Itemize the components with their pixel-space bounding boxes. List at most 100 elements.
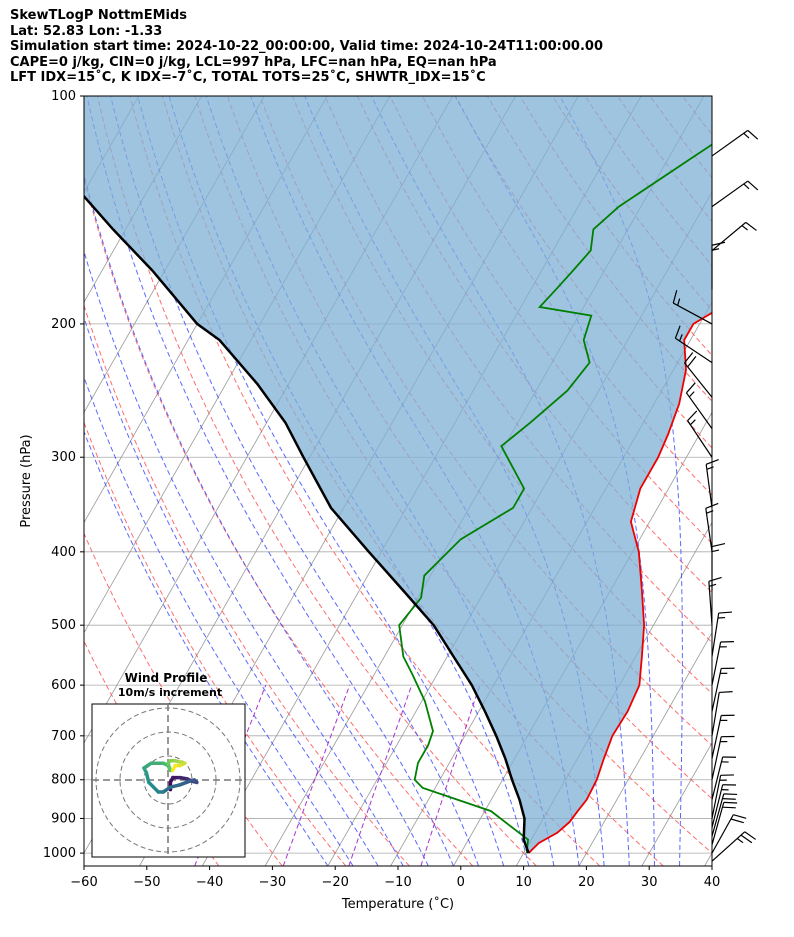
x-tick-label: 0	[457, 875, 465, 890]
wind-barb	[711, 774, 734, 819]
wind-barb-flag	[745, 221, 757, 231]
wind-barb-shaft	[711, 129, 749, 157]
wind-barb-flag	[730, 818, 744, 824]
dry-adiabat	[715, 96, 794, 866]
wind-barb-shaft	[685, 392, 713, 429]
chart-header: SkewTLogP NottmEMids Lat: 52.83 Lon: -1.…	[10, 8, 603, 86]
y-tick-label: 200	[51, 317, 76, 332]
y-tick-label: 700	[51, 729, 76, 744]
wind-barb	[674, 325, 713, 364]
wind-barb	[711, 784, 737, 828]
x-tick-label: 10	[515, 875, 532, 890]
y-tick-label: 900	[51, 811, 76, 826]
wind-barb-shaft	[705, 464, 713, 508]
wind-barb	[711, 180, 759, 208]
parcel-line	[84, 194, 530, 854]
moist-adiabat	[137, 96, 505, 866]
wind-barb-shaft	[711, 612, 720, 657]
moist-adiabat	[110, 96, 480, 866]
wind-barb-flag	[733, 814, 747, 819]
wind-barb-shaft	[711, 736, 722, 780]
y-tick-label: 500	[51, 618, 76, 633]
chart-title: SkewTLogP NottmEMids	[10, 8, 188, 23]
wind-barb-shaft	[708, 581, 713, 626]
dry-adiabat	[96, 96, 537, 866]
y-tick-label: 600	[51, 678, 76, 693]
dry-adiabat	[84, 304, 410, 866]
x-axis-label: Temperature (˚C)	[341, 896, 454, 912]
wind-barb	[711, 814, 747, 854]
wind-barb-flag	[747, 180, 759, 191]
cape-cin-fill	[84, 96, 712, 854]
temperature-line	[527, 311, 712, 854]
mixing-ratio-line	[282, 684, 351, 866]
y-tick-label: 400	[51, 545, 76, 560]
wind-barb	[705, 459, 719, 508]
wind-barb-flag	[722, 798, 736, 800]
wind-barb-shaft	[711, 692, 720, 736]
wind-barb-half-flag	[743, 132, 750, 139]
wind-barb-shaft	[711, 668, 722, 712]
wind-barbs	[672, 129, 759, 862]
wind-barb-flag	[744, 831, 756, 840]
mixing-ratio-line	[420, 684, 481, 866]
indices-line-2: LFT IDX=15˚C, K IDX=-7˚C, TOTAL TOTS=25˚…	[10, 70, 486, 85]
wind-barb-shaft	[711, 793, 725, 837]
wind-barb-flag	[708, 576, 722, 582]
wind-barb-flag	[687, 410, 698, 422]
profile-lines	[84, 143, 712, 854]
wind-barb-flag	[723, 801, 738, 804]
mixing-ratio-line	[348, 684, 413, 866]
moist-adiabat	[84, 173, 429, 866]
wind-barb-half-flag	[706, 466, 714, 470]
moist-adiabat	[84, 430, 329, 866]
hodograph-subtitle: 10m/s increment	[118, 686, 222, 699]
moist-adiabat	[86, 96, 454, 866]
dry-adiabat	[84, 176, 474, 866]
y-axis-label: Pressure (hPa)	[19, 434, 34, 527]
x-tick-label: −40	[196, 875, 223, 890]
wind-barb-half-flag	[741, 225, 748, 231]
x-tick-label: −20	[321, 875, 348, 890]
wind-barb	[708, 576, 722, 626]
wind-barb	[711, 831, 756, 862]
y-tick-label: 100	[51, 89, 76, 104]
wind-barb-flag	[684, 352, 694, 364]
x-tick-label: −10	[384, 875, 411, 890]
x-tick-label: 20	[578, 875, 595, 890]
wind-barb	[711, 667, 735, 712]
wind-barb-flag	[719, 691, 733, 694]
indices-line-1: CAPE=0 j/kg, CIN=0 j/kg, LCL=997 hPa, LF…	[10, 54, 497, 70]
wind-barb	[711, 793, 738, 837]
wind-barb	[711, 641, 734, 686]
wind-barb-shaft	[711, 814, 734, 854]
wind-barb-half-flag	[743, 183, 750, 190]
wind-barb	[711, 801, 738, 845]
wind-barb-flag	[705, 459, 719, 465]
moist-adiabat	[84, 316, 379, 866]
wind-barb-shaft	[711, 775, 722, 819]
wind-barb-half-flag	[736, 837, 744, 844]
wind-barb-half-flag	[677, 298, 681, 306]
wind-barb-flag	[740, 834, 753, 844]
wind-barb	[672, 290, 713, 325]
wind-barb-flag	[674, 325, 681, 339]
wind-barb	[685, 382, 713, 429]
wind-barb-half-flag	[711, 549, 720, 553]
hodograph-inset: Wind Profile 10m/s increment	[91, 671, 246, 858]
wind-barb-shaft	[711, 715, 722, 759]
wind-barb	[711, 221, 757, 252]
moist-adiabat	[168, 96, 530, 866]
wind-barb-flag	[722, 806, 736, 809]
y-tick-label: 1000	[43, 846, 76, 861]
wind-barb	[711, 611, 733, 657]
wind-barb	[684, 352, 713, 398]
wind-barb-shaft	[705, 508, 713, 552]
x-tick-label: 30	[641, 875, 658, 890]
isotherm-line	[0, 96, 76, 866]
wind-barb-half-flag	[709, 583, 717, 587]
wind-barb-flag	[723, 793, 738, 796]
wind-barb-shaft	[711, 180, 749, 208]
dewpoint-line	[398, 143, 712, 854]
